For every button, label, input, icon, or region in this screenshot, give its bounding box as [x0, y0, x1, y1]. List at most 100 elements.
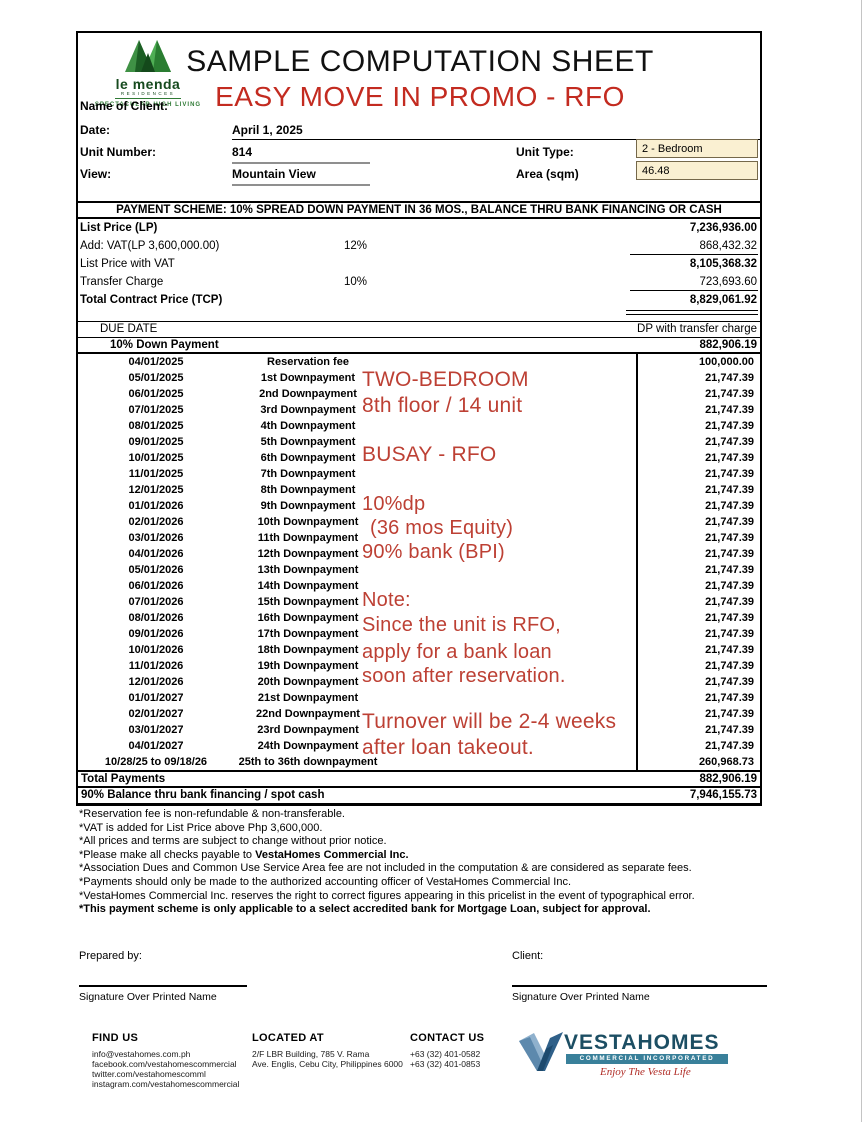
signature-caption: Signature Over Printed Name — [512, 991, 650, 1003]
payment-label-cell: 12th Downpayment — [257, 548, 359, 560]
schedule-row: 05/01/2026 13th Downpayment 21,747.39 — [78, 562, 760, 578]
price-percent: 12% — [344, 240, 368, 252]
note-line: *VAT is added for List Price above Php 3… — [79, 821, 323, 834]
due-date-cell: 01/01/2027 — [128, 692, 184, 704]
schedule-row: 11/01/2025 7th Downpayment 21,747.39 — [78, 466, 760, 482]
schedule-row: 06/01/2026 14th Downpayment 21,747.39 — [78, 578, 760, 594]
vestahomes-logo: VESTAHOMES COMMERCIAL INCORPORATED Enjoy… — [518, 1031, 728, 1087]
unit-number-underline — [232, 162, 370, 164]
view-value: Mountain View — [232, 167, 316, 181]
note-line: *Association Dues and Common Use Service… — [79, 862, 692, 875]
annotation-floor-unit: 8th floor / 14 unit — [362, 394, 523, 417]
amount-cell: 21,747.39 — [705, 596, 754, 608]
due-date-cell: 09/01/2025 — [128, 436, 184, 448]
annotation-note-line1: Since the unit is RFO, — [362, 614, 561, 636]
unit-number-label: Unit Number: — [80, 145, 156, 159]
payment-label-cell: 13th Downpayment — [257, 564, 359, 576]
area-value-cell: 46.48 — [636, 161, 758, 180]
lemenda-logo-rule — [115, 98, 181, 99]
amount-cell: 100,000.00 — [698, 356, 754, 368]
price-percent: 10% — [344, 276, 368, 288]
due-date-cell: 12/01/2026 — [128, 676, 184, 688]
due-date-cell: 03/01/2027 — [128, 724, 184, 736]
price-value: 723,693.60 — [699, 276, 757, 288]
amount-column-divider — [636, 354, 638, 770]
payment-label-cell: 7th Downpayment — [260, 468, 356, 480]
due-date-cell: 05/01/2025 — [128, 372, 184, 384]
price-value: 868,432.32 — [699, 240, 757, 252]
total-payments-label: Total Payments — [81, 773, 166, 785]
payment-label-cell: 25th to 36th downpayment — [238, 756, 378, 768]
due-date-cell: 07/01/2025 — [128, 404, 184, 416]
payment-label-cell: 15th Downpayment — [257, 596, 359, 608]
payment-label-cell: 4th Downpayment — [260, 420, 356, 432]
due-date-cell: 06/01/2025 — [128, 388, 184, 400]
schedule-row: 02/01/2026 10th Downpayment 21,747.39 — [78, 514, 760, 530]
schedule-row: 12/01/2025 8th Downpayment 21,747.39 — [78, 482, 760, 498]
price-label: Total Contract Price (TCP) — [80, 294, 223, 306]
payment-scheme-header: PAYMENT SCHEME: 10% SPREAD DOWN PAYMENT … — [78, 201, 760, 219]
payment-label-cell: 10th Downpayment — [257, 516, 359, 528]
payment-label-cell: 9th Downpayment — [260, 500, 356, 512]
payment-label-cell: 20th Downpayment — [257, 676, 359, 688]
payment-label-cell: 22nd Downpayment — [256, 708, 360, 720]
address-line: 2/F LBR Building, 785 V. Rama — [252, 1049, 370, 1059]
view-label: View: — [80, 167, 112, 181]
due-date-cell: 11/01/2026 — [128, 660, 184, 672]
annotation-note-line2: apply for a bank loan — [362, 641, 552, 663]
price-value: 8,829,061.92 — [689, 294, 757, 306]
schedule-row: 02/01/2027 22nd Downpayment 21,747.39 — [78, 706, 760, 722]
located-at-heading: LOCATED AT — [252, 1032, 324, 1044]
amount-cell: 21,747.39 — [705, 516, 754, 528]
amount-cell: 21,747.39 — [705, 580, 754, 592]
instagram-link: instagram.com/vestahomescommercial — [92, 1079, 240, 1089]
price-row: List Price (LP) 7,236,936.00 — [78, 219, 760, 237]
amount-cell: 21,747.39 — [705, 532, 754, 544]
amount-cell: 21,747.39 — [705, 612, 754, 624]
vestahomes-wordmark: VESTAHOMES — [564, 1031, 720, 1054]
payment-label-cell: 5th Downpayment — [260, 436, 356, 448]
find-us-heading: FIND US — [92, 1032, 139, 1044]
amount-cell: 21,747.39 — [705, 500, 754, 512]
note-line: *All prices and terms are subject to cha… — [79, 835, 387, 848]
annotation-turnover-line1: Turnover will be 2-4 weeks — [362, 710, 617, 733]
due-date-cell: 07/01/2026 — [128, 596, 184, 608]
balance-label: 90% Balance thru bank financing / spot c… — [81, 789, 325, 801]
prepared-by-signature-line — [79, 985, 247, 987]
due-date-cell: 10/28/25 to 09/18/26 — [104, 756, 208, 768]
annotation-note-line3: soon after reservation. — [362, 665, 566, 687]
lemenda-logo-residences: RESIDENCES — [120, 91, 176, 96]
due-date-header-row: DUE DATE DP with transfer charge — [78, 321, 760, 338]
payment-label-cell: 19th Downpayment — [257, 660, 359, 672]
payment-label-cell: Reservation fee — [267, 356, 349, 368]
scan-edge-line — [861, 0, 862, 1122]
annotation-note-title: Note: — [362, 589, 411, 611]
annotation-turnover-line2: after loan takeout. — [362, 736, 534, 759]
annotation-equity: (36 mos Equity) — [370, 517, 514, 539]
phone-number: +63 (32) 401-0853 — [410, 1059, 481, 1069]
amount-cell: 21,747.39 — [705, 740, 754, 752]
due-date-cell: 08/01/2025 — [128, 420, 184, 432]
schedule-row: 04/01/2027 24th Downpayment 21,747.39 — [78, 738, 760, 754]
schedule-row: 05/01/2025 1st Downpayment 21,747.39 — [78, 370, 760, 386]
total-payments-row: Total Payments 882,906.19 — [78, 770, 760, 786]
payment-label-cell: 3rd Downpayment — [260, 404, 356, 416]
amount-cell: 21,747.39 — [705, 724, 754, 736]
due-date-cell: 03/01/2026 — [128, 532, 184, 544]
schedule-row: 11/01/2026 19th Downpayment 21,747.39 — [78, 658, 760, 674]
prepared-by-label: Prepared by: — [79, 950, 142, 962]
amount-cell: 260,968.73 — [698, 756, 754, 768]
payment-label-cell: 2nd Downpayment — [259, 388, 357, 400]
due-date-cell: 08/01/2026 — [128, 612, 184, 624]
subtotal-rule — [630, 254, 758, 255]
balance-value: 7,946,155.73 — [689, 789, 757, 801]
due-date-cell: 09/01/2026 — [128, 628, 184, 640]
date-underline — [232, 139, 760, 140]
due-date-cell: 02/01/2026 — [128, 516, 184, 528]
price-label: Transfer Charge — [80, 276, 164, 288]
note-line: *Please make all checks payable to Vesta… — [79, 848, 409, 861]
date-value: April 1, 2025 — [232, 123, 303, 137]
price-row: Add: VAT(LP 3,600,000.00) 12% 868,432.32 — [78, 237, 760, 255]
lemenda-logo: le menda RESIDENCES SPECTACULAR HIGH LIV… — [92, 39, 204, 109]
dp-with-transfer-label: DP with transfer charge — [637, 323, 757, 335]
